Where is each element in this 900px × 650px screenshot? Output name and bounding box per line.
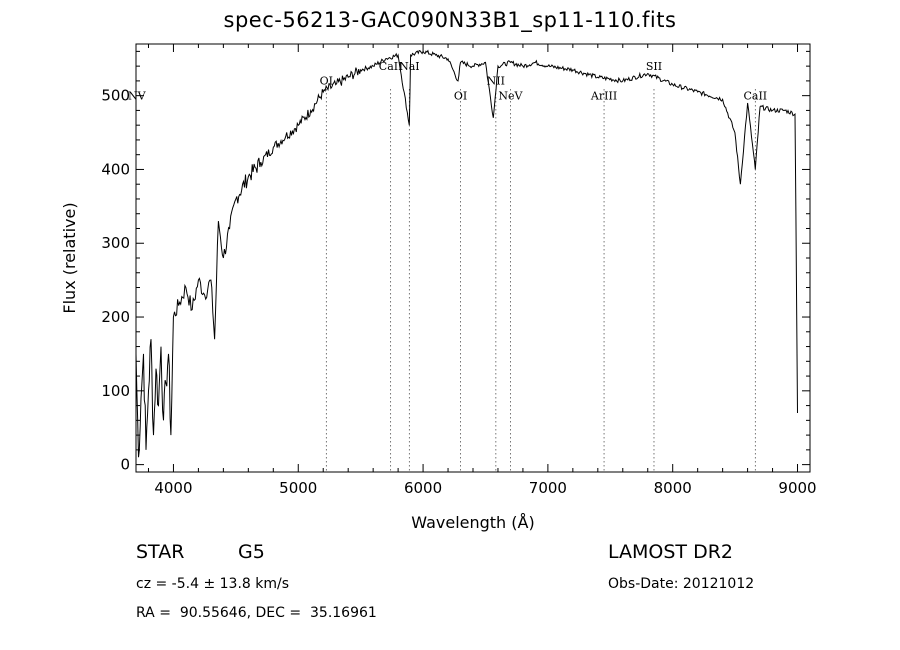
x-axis-label: Wavelength (Å) xyxy=(411,513,534,532)
y-tick-label: 500 xyxy=(101,87,130,105)
y-axis-label: Flux (relative) xyxy=(60,202,79,313)
line-label-nii-5: NII xyxy=(487,75,505,88)
line-label-sii-8: SII xyxy=(646,60,662,73)
survey-name: LAMOST DR2 xyxy=(608,541,733,563)
line-label-oi-4: OI xyxy=(454,89,467,102)
line-label-caii-9: CaII xyxy=(743,89,767,102)
object-subclass: G5 xyxy=(238,541,265,563)
observation-date: Obs-Date: 20121012 xyxy=(608,576,755,592)
x-tick-label: 9000 xyxy=(778,479,816,497)
chart-title: spec-56213-GAC090N33B1_sp11-110.fits xyxy=(223,8,677,32)
line-label-caii-2: CaII xyxy=(379,60,403,73)
line-label-ariii-7: ArIII xyxy=(590,89,617,102)
redshift-velocity: cz = -5.4 ± 13.8 km/s xyxy=(136,576,290,592)
y-tick-label: 100 xyxy=(101,382,130,400)
line-label-nev-6: NeV xyxy=(498,89,523,102)
spectrum-line xyxy=(136,49,798,458)
y-tick-label: 200 xyxy=(101,308,130,326)
x-tick-label: 8000 xyxy=(654,479,692,497)
x-tick-label: 4000 xyxy=(154,479,192,497)
y-tick-label: 0 xyxy=(120,456,130,474)
object-class: STAR xyxy=(136,541,185,563)
plot-frame xyxy=(135,43,811,473)
coordinates: RA = 90.55646, DEC = 35.16961 xyxy=(136,605,377,621)
x-tick-label: 5000 xyxy=(279,479,317,497)
x-tick-label: 7000 xyxy=(529,479,567,497)
y-tick-label: 300 xyxy=(101,234,130,252)
y-tick-label: 400 xyxy=(101,160,130,178)
x-tick-label: 6000 xyxy=(404,479,442,497)
line-label-nai-3: NaI xyxy=(399,60,420,73)
